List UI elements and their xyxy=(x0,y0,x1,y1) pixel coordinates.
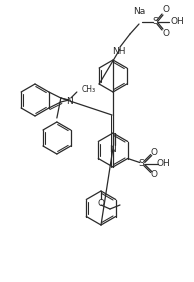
Text: N: N xyxy=(67,96,73,105)
Text: Na: Na xyxy=(133,8,145,17)
Text: N: N xyxy=(110,146,116,155)
Text: CH₃: CH₃ xyxy=(82,85,96,94)
Text: S: S xyxy=(139,159,145,168)
Text: O: O xyxy=(163,6,170,14)
Text: O: O xyxy=(150,148,157,157)
Text: OH: OH xyxy=(157,159,171,168)
Text: O: O xyxy=(150,170,157,179)
Text: O: O xyxy=(98,199,105,208)
Text: O: O xyxy=(163,30,170,39)
Text: S: S xyxy=(152,17,158,27)
Text: NH: NH xyxy=(112,47,126,56)
Text: OH: OH xyxy=(170,17,184,27)
